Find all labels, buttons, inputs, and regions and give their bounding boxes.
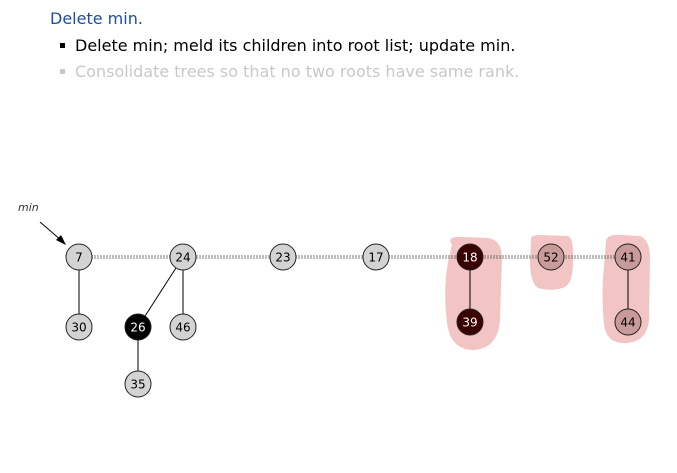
heap-node-26: 26 (124, 313, 152, 341)
node-circle (124, 313, 152, 341)
min-pointer-label: min (18, 201, 39, 214)
slide-title: Delete min. (50, 9, 143, 28)
node-circle (269, 243, 297, 271)
min-pointer-arrowhead (56, 235, 66, 245)
heap-node-35: 35 (124, 370, 152, 398)
tree-edge (137, 256, 184, 328)
node-circle (614, 308, 642, 336)
node-key: 23 (275, 251, 290, 265)
node-key: 24 (175, 251, 190, 265)
node-circle (169, 243, 197, 271)
node-key: 46 (175, 321, 190, 335)
node-circle (124, 370, 152, 398)
node-key: 7 (75, 251, 83, 265)
heap-node-7: 7 (65, 243, 93, 271)
heap-node-30: 30 (65, 313, 93, 341)
heap-node-24: 24 (169, 243, 197, 271)
heap-node-17: 17 (362, 243, 390, 271)
node-key: 30 (71, 321, 86, 335)
heap-node-46: 46 (169, 313, 197, 341)
node-key: 17 (368, 251, 383, 265)
bullet-marker (60, 69, 65, 74)
heap-node-52: 52 (537, 243, 565, 271)
node-key: 26 (130, 321, 145, 335)
heap-node-44: 44 (614, 308, 642, 336)
node-key: 52 (543, 251, 558, 265)
bullet-text: Delete min; meld its children into root … (75, 36, 516, 55)
heap-node-41: 41 (614, 243, 642, 271)
node-circle (362, 243, 390, 271)
bullet-text: Consolidate trees so that no two roots h… (75, 62, 520, 81)
node-circle (456, 308, 484, 336)
node-circle (65, 313, 93, 341)
node-key: 41 (620, 251, 635, 265)
bullet-marker (60, 43, 65, 48)
node-circle (614, 243, 642, 271)
node-circle (65, 243, 93, 271)
node-circle (456, 243, 484, 271)
heap-node-39: 39 (456, 308, 484, 336)
heap-node-23: 23 (269, 243, 297, 271)
node-key: 44 (620, 316, 635, 330)
node-circle (537, 243, 565, 271)
heap-node-18: 18 (456, 243, 484, 271)
node-key: 39 (462, 316, 477, 330)
node-circle (169, 313, 197, 341)
node-key: 18 (462, 251, 477, 265)
bullet-item: Delete min; meld its children into root … (60, 36, 515, 55)
bullet-item: Consolidate trees so that no two roots h… (60, 62, 519, 81)
node-key: 35 (130, 378, 145, 392)
